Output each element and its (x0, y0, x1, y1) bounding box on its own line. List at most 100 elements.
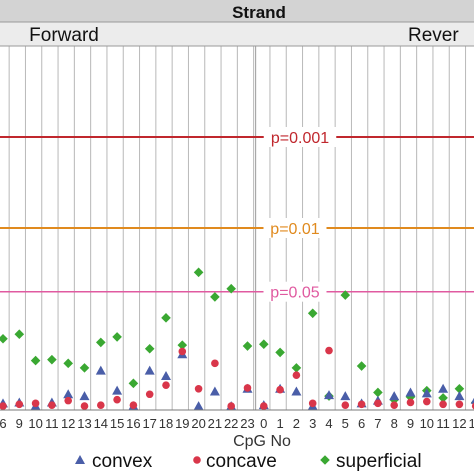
x-tick-label: 0 (260, 416, 267, 431)
legend-label-superficial: superficial (336, 451, 422, 472)
data-point-concave (113, 395, 121, 404)
data-point-concave (80, 402, 89, 410)
data-point-convex (193, 401, 204, 411)
x-tick-label: 6 (0, 416, 7, 431)
data-point-concave (308, 399, 317, 408)
x-tick-label: 3 (309, 416, 316, 431)
data-point-convex (144, 365, 155, 375)
x-tick-label: 11 (436, 416, 450, 431)
data-point-concave (194, 385, 203, 393)
strand-header: Strand Forward Rever (0, 0, 474, 47)
data-point-superficial (275, 347, 285, 358)
x-tick-label: 13 (77, 416, 91, 431)
data-point-concave (48, 401, 56, 409)
data-point-superficial (63, 358, 73, 369)
data-point-concave (276, 385, 284, 394)
data-point-concave (357, 400, 366, 409)
reference-label-bg (263, 127, 337, 147)
data-point-convex (324, 390, 334, 400)
x-tick-label: 2 (293, 416, 300, 431)
data-point-convex (421, 388, 432, 398)
data-point-convex (405, 387, 416, 397)
data-point-concave (64, 396, 72, 405)
data-point-concave (423, 397, 431, 406)
data-point-convex (438, 383, 449, 393)
data-point-concave (292, 371, 301, 379)
x-tick-label: 7 (374, 416, 381, 431)
data-point-superficial (177, 340, 188, 350)
x-tick-label: 20 (191, 416, 205, 431)
reference-line-label: p=0.05 (270, 285, 319, 302)
data-point-superficial (144, 343, 155, 354)
x-tick-label: 12 (61, 416, 75, 431)
data-point-convex (291, 386, 302, 396)
legend: convex concave superficial (75, 451, 422, 472)
data-point-concave (211, 359, 219, 368)
panel-label-reverse: Rever (408, 25, 459, 46)
data-point-convex (470, 397, 474, 404)
x-tick-label: 8 (391, 416, 398, 431)
data-point-superficial (30, 355, 41, 366)
x-tick-label: 9 (407, 416, 414, 431)
panel-label-forward: Forward (29, 25, 99, 46)
data-points (0, 267, 474, 411)
data-point-convex (95, 365, 106, 375)
data-point-convex (209, 386, 220, 396)
title-band (0, 0, 474, 22)
chart-title: Strand (232, 3, 286, 22)
data-point-concave (341, 401, 350, 409)
data-point-concave (374, 399, 382, 408)
x-tick-label: 13 (468, 416, 474, 431)
data-point-superficial (128, 378, 139, 389)
x-tick-label: 1 (276, 416, 283, 431)
data-point-concave (129, 401, 138, 409)
x-tick-label: 11 (45, 416, 59, 431)
x-tick-label: 17 (142, 416, 156, 431)
data-point-concave (227, 402, 235, 410)
x-tick-label: 5 (342, 416, 349, 431)
data-point-superficial (79, 363, 90, 373)
data-point-convex (112, 385, 123, 395)
x-tick-label: 21 (208, 416, 222, 431)
data-point-superficial (373, 387, 383, 398)
data-point-concave (31, 399, 40, 408)
data-point-superficial (356, 361, 367, 371)
data-point-convex (161, 371, 171, 381)
data-point-concave (325, 346, 333, 355)
data-point-superficial (0, 333, 8, 344)
data-point-superficial (438, 393, 448, 403)
data-point-superficial (210, 292, 220, 302)
data-point-convex (389, 391, 400, 401)
x-tick-label: 14 (94, 416, 108, 431)
data-point-concave (455, 400, 464, 409)
reference-lines: p=0.001 p=0.01 p=0.05 (0, 127, 474, 302)
data-point-superficial (259, 339, 269, 350)
data-point-concave (97, 401, 105, 409)
data-point-concave (406, 398, 415, 407)
data-point-superficial (112, 332, 122, 342)
x-tick-label: 15 (110, 416, 124, 431)
data-point-superficial (226, 283, 236, 294)
data-point-concave (193, 456, 201, 464)
x-tick-label: 22 (224, 416, 238, 431)
data-point-superficial (320, 455, 330, 465)
legend-label-concave: concave (206, 451, 277, 472)
panel-header-band (0, 22, 474, 46)
data-point-concave (178, 347, 187, 356)
reference-label-bg (263, 218, 327, 238)
x-tick-label: 19 (175, 416, 189, 431)
data-point-convex (75, 455, 85, 464)
data-point-concave (162, 381, 170, 389)
reference-line-label: p=0.01 (270, 221, 319, 238)
x-tick-label: 4 (325, 416, 332, 431)
data-point-concave (471, 402, 474, 410)
data-point-convex (340, 391, 351, 401)
data-point-concave (0, 402, 7, 410)
x-axis: 6 9 10 11 12 13 14 15 16 17 18 19 20 21 22 23 0 1 2 3 4 5 6 7 8 9… (0, 409, 474, 450)
x-tick-label: 16 (126, 416, 140, 431)
x-tick-label: 6 (358, 416, 365, 431)
x-tick-label: 18 (159, 416, 173, 431)
reference-line-label: p=0.001 (271, 130, 329, 147)
data-point-superficial (291, 363, 302, 373)
